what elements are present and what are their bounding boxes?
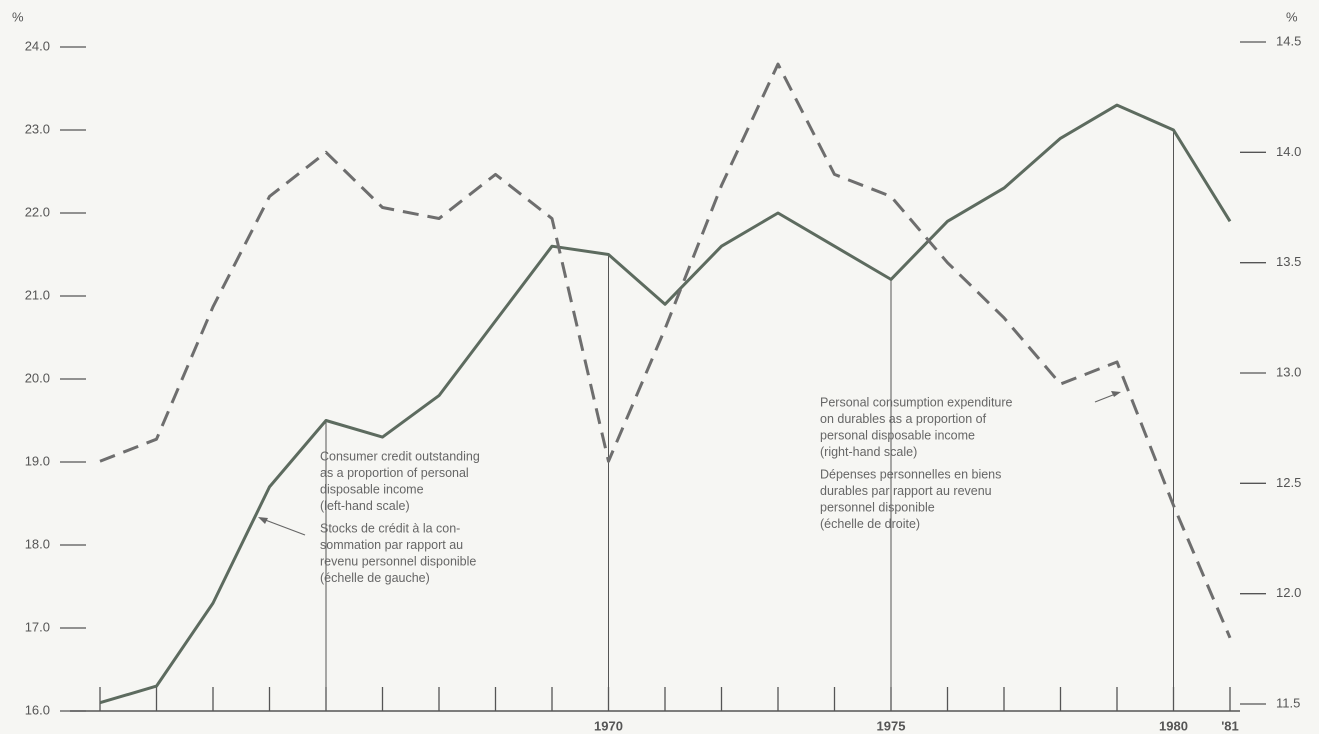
- y-tick-label: 22.0: [25, 204, 50, 219]
- y2-tick-label: 13.0: [1276, 364, 1301, 379]
- annotation-arrow: [259, 517, 306, 536]
- y-tick-label: 21.0: [25, 287, 50, 302]
- annotation: on durables as a proportion of: [820, 412, 987, 426]
- y-tick-label: 16.0: [25, 702, 50, 717]
- y2-tick-label: 12.0: [1276, 585, 1301, 600]
- annotation: Consumer credit outstanding: [320, 449, 480, 463]
- annotation: (left-hand scale): [320, 499, 410, 513]
- y-axis-label: %: [12, 9, 24, 24]
- x-tick-label: 1980: [1159, 718, 1188, 733]
- annotation: disposable income: [320, 482, 424, 496]
- x-tick-label: '81: [1221, 718, 1239, 733]
- y-tick-label: 24.0: [25, 38, 50, 53]
- y-tick-label: 20.0: [25, 370, 50, 385]
- y2-tick-label: 14.0: [1276, 144, 1301, 159]
- annotation: Dépenses personnelles en biens: [820, 467, 1001, 481]
- annotation: (échelle de gauche): [320, 571, 430, 585]
- annotation: revenu personnel disponible: [320, 554, 476, 568]
- series-line: [99, 103, 1232, 705]
- annotation: personal disposable income: [820, 428, 975, 442]
- annotation: Stocks de crédit à la con-: [320, 521, 460, 535]
- x-tick-label: 1975: [877, 718, 906, 733]
- y-tick-label: 17.0: [25, 619, 50, 634]
- annotation: (échelle de droite): [820, 517, 920, 531]
- y-tick-label: 23.0: [25, 121, 50, 136]
- annotation: Personal consumption expenditure: [820, 395, 1013, 409]
- y-tick-label: 19.0: [25, 453, 50, 468]
- annotation: sommation par rapport au: [320, 538, 463, 552]
- x-tick-label: 1970: [594, 718, 623, 733]
- y2-tick-label: 11.5: [1276, 695, 1300, 710]
- series-line: [99, 62, 1232, 639]
- annotation: durables par rapport au revenu: [820, 484, 992, 498]
- arrow-head: [258, 517, 268, 524]
- y2-tick-label: 14.5: [1276, 33, 1301, 48]
- arrow-head: [1111, 391, 1121, 397]
- annotation: as a proportion of personal: [320, 466, 469, 480]
- y2-tick-label: 12.5: [1276, 475, 1301, 490]
- y2-tick-label: 13.5: [1276, 254, 1301, 269]
- y-tick-label: 18.0: [25, 536, 50, 551]
- annotation: (right-hand scale): [820, 445, 917, 459]
- y2-axis-label: %: [1286, 9, 1298, 24]
- annotation: personnel disponible: [820, 500, 935, 514]
